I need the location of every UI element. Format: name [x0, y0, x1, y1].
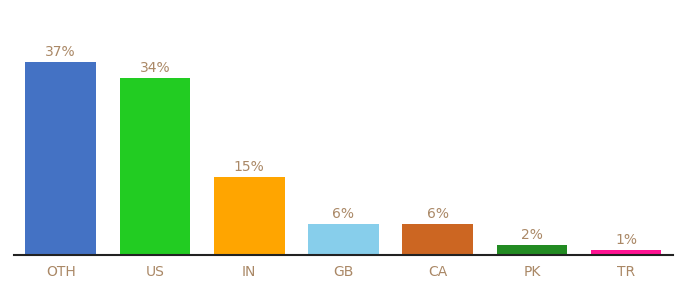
Text: 2%: 2%	[521, 228, 543, 242]
Text: 34%: 34%	[139, 61, 170, 75]
Text: 1%: 1%	[615, 233, 637, 247]
Text: 6%: 6%	[426, 207, 449, 221]
Bar	[120, 78, 190, 255]
Bar	[214, 177, 284, 255]
Text: 6%: 6%	[333, 207, 354, 221]
Text: 37%: 37%	[46, 46, 76, 59]
Text: 15%: 15%	[234, 160, 265, 174]
Bar	[403, 224, 473, 255]
Bar	[591, 250, 662, 255]
Bar	[25, 62, 96, 255]
Bar	[496, 244, 567, 255]
Bar	[308, 224, 379, 255]
